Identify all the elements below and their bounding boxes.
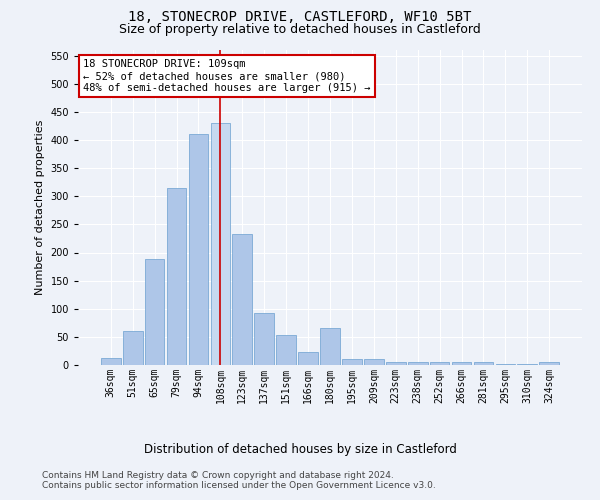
Bar bbox=[276, 335, 296, 365]
Bar bbox=[188, 134, 208, 365]
Text: Size of property relative to detached houses in Castleford: Size of property relative to detached ho… bbox=[119, 22, 481, 36]
Bar bbox=[232, 234, 252, 365]
Bar bbox=[101, 358, 121, 365]
Text: 18, STONECROP DRIVE, CASTLEFORD, WF10 5BT: 18, STONECROP DRIVE, CASTLEFORD, WF10 5B… bbox=[128, 10, 472, 24]
Bar bbox=[298, 352, 318, 365]
Text: 18 STONECROP DRIVE: 109sqm
← 52% of detached houses are smaller (980)
48% of sem: 18 STONECROP DRIVE: 109sqm ← 52% of deta… bbox=[83, 60, 371, 92]
Bar bbox=[364, 360, 384, 365]
Bar bbox=[320, 328, 340, 365]
Bar bbox=[254, 312, 274, 365]
Bar bbox=[517, 364, 537, 365]
Bar bbox=[408, 362, 428, 365]
Y-axis label: Number of detached properties: Number of detached properties bbox=[35, 120, 45, 295]
Text: Distribution of detached houses by size in Castleford: Distribution of detached houses by size … bbox=[143, 442, 457, 456]
Text: Contains HM Land Registry data © Crown copyright and database right 2024.: Contains HM Land Registry data © Crown c… bbox=[42, 471, 394, 480]
Bar bbox=[145, 259, 164, 365]
Bar bbox=[430, 362, 449, 365]
Bar bbox=[123, 331, 143, 365]
Bar bbox=[452, 362, 472, 365]
Text: Contains public sector information licensed under the Open Government Licence v3: Contains public sector information licen… bbox=[42, 481, 436, 490]
Bar bbox=[211, 123, 230, 365]
Bar bbox=[496, 364, 515, 365]
Bar bbox=[473, 362, 493, 365]
Bar bbox=[167, 188, 187, 365]
Bar bbox=[386, 362, 406, 365]
Bar bbox=[342, 360, 362, 365]
Bar bbox=[539, 362, 559, 365]
